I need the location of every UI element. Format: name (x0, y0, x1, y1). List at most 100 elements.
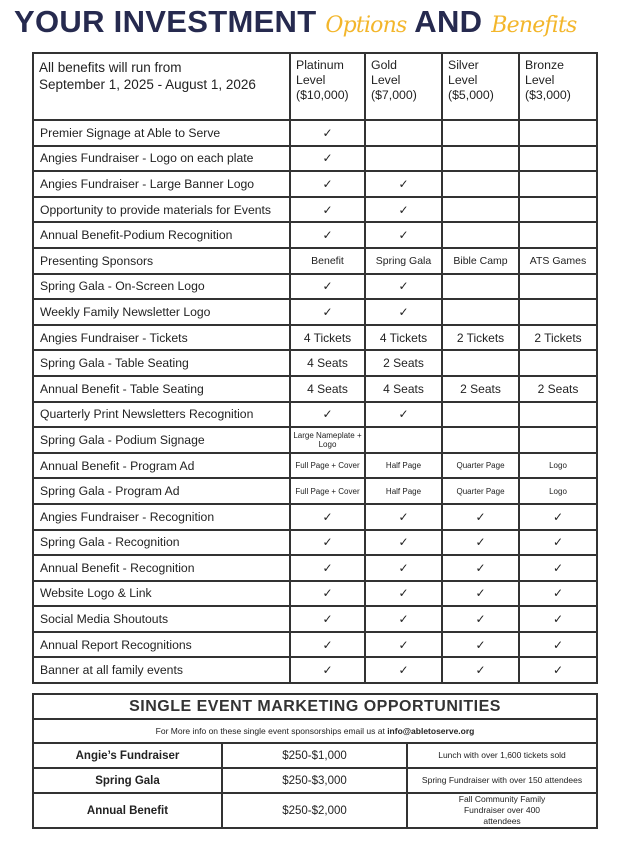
row-label: Spring Gala - Program Ad (32, 477, 291, 505)
check-icon: ✓ (289, 272, 366, 301)
row-label: Spring Gala - On-Screen Logo (32, 272, 291, 301)
benefit-cell (441, 272, 520, 301)
table-row: Spring Gala - Recognition ✓ ✓ ✓ ✓ (32, 528, 598, 557)
benefit-cell (441, 400, 520, 429)
table-row: Premier Signage at Able to Serve ✓ (32, 119, 598, 147)
level-name: Gold (371, 58, 397, 72)
benefit-cell (518, 272, 598, 301)
level-name: Silver (448, 58, 479, 72)
table-row: Annual Benefit - Recognition ✓ ✓ ✓ ✓ (32, 554, 598, 582)
level-price: ($7,000) (371, 88, 417, 102)
event-row: Angie’s Fundraiser $250-$1,000 Lunch with … (32, 742, 599, 769)
table-row: Angies Fundraiser - Tickets 4 Tickets 4 Ti… (32, 323, 598, 352)
events-title: SINGLE EVENT MARKETING OPPORTUNITIES (31, 693, 599, 720)
row-label: Spring Gala - Recognition (32, 528, 291, 557)
check-icon: ✓ (289, 144, 366, 173)
benefit-cell: 2 Seats (441, 374, 520, 403)
benefit-cell: 2 Seats (364, 349, 443, 377)
level-price: ($10,000) (296, 88, 349, 102)
page-title: YOUR INVESTMENT Options AND Benefits (14, 0, 619, 44)
check-icon: ✓ (289, 502, 366, 531)
benefit-cell (441, 170, 520, 198)
benefit-cell (518, 349, 598, 377)
benefit-cell: Spring Gala (364, 246, 443, 275)
check-icon: ✓ (441, 502, 520, 531)
check-icon: ✓ (364, 605, 443, 633)
check-icon: ✓ (289, 400, 366, 429)
benefit-cell: Logo (518, 451, 598, 480)
benefit-cell: 2 Seats (518, 374, 598, 403)
row-label: Annual Benefit - Program Ad (32, 451, 291, 480)
level-name: Platinum (296, 58, 344, 72)
row-label: Annual Benefit - Recognition (32, 554, 291, 582)
benefit-cell: Quarter Page (441, 477, 520, 505)
benefit-cell (518, 195, 598, 224)
benefit-cell (364, 119, 443, 147)
row-label: Weekly Family Newsletter Logo (32, 298, 291, 326)
table-row: Angies Fundraiser - Logo on each plate ✓ (32, 144, 598, 173)
check-icon: ✓ (364, 579, 443, 608)
benefit-cell (441, 144, 520, 173)
event-description: Lunch with over 1,600 tickets sold (405, 742, 599, 769)
table-row: Social Media Shoutouts ✓ ✓ ✓ ✓ (32, 605, 598, 633)
row-label: Annual Benefit - Table Seating (32, 374, 291, 403)
benefit-cell (518, 170, 598, 198)
benefit-cell: Full Page + Cover (289, 477, 366, 505)
level-name: Bronze (525, 58, 564, 72)
level-price: ($5,000) (448, 88, 494, 102)
benefit-cell: 4 Seats (289, 374, 366, 403)
check-icon: ✓ (518, 502, 598, 531)
row-label: Angies Fundraiser - Large Banner Logo (32, 170, 291, 198)
benefit-cell: 4 Tickets (289, 323, 366, 352)
check-icon: ✓ (364, 400, 443, 429)
benefit-cell (441, 119, 520, 147)
check-icon: ✓ (289, 554, 366, 582)
info-text: For More info on these single event spon… (155, 726, 388, 736)
level-gold: Gold Level ($7,000) (364, 52, 443, 121)
events-info: For More info on these single event spon… (31, 718, 599, 744)
benefit-cell: 2 Tickets (441, 323, 520, 352)
check-icon: ✓ (364, 502, 443, 531)
benefit-cell: 4 Tickets (364, 323, 443, 352)
level-price: ($3,000) (525, 88, 571, 102)
row-label: Angies Fundraiser - Logo on each plate (32, 144, 291, 173)
check-icon: ✓ (364, 195, 443, 224)
benefit-cell (364, 426, 443, 454)
check-icon: ✓ (364, 528, 443, 557)
row-label: Banner at all family events (32, 656, 291, 685)
check-icon: ✓ (441, 605, 520, 633)
benefit-cell (441, 221, 520, 249)
table-row: Annual Benefit - Program Ad Full Page + C… (32, 451, 598, 480)
benefit-cell (364, 144, 443, 173)
table-row: Angies Fundraiser - Recognition ✓ ✓ ✓ ✓ (32, 502, 598, 531)
header-row: All benefits will run from September 1, … (32, 52, 598, 121)
check-icon: ✓ (289, 119, 366, 147)
event-name: Spring Gala (32, 767, 223, 794)
table-row: Annual Report Recognitions ✓ ✓ ✓ ✓ (32, 630, 598, 659)
check-icon: ✓ (364, 298, 443, 326)
benefit-cell: Half Page (364, 477, 443, 505)
check-icon: ✓ (518, 528, 598, 557)
benefit-cell: Benefit (289, 246, 366, 275)
row-label: Annual Benefit-Podium Recognition (32, 221, 291, 249)
benefits-table: All benefits will run from September 1, … (32, 52, 598, 685)
title-script-benefits: Benefits (491, 13, 577, 38)
benefit-cell: ATS Games (518, 246, 598, 275)
event-name: Angie’s Fundraiser (32, 742, 223, 769)
single-event-table: SINGLE EVENT MARKETING OPPORTUNITIES For… (31, 693, 599, 829)
benefit-cell: 4 Seats (364, 374, 443, 403)
email-link[interactable]: info@abletoserve.org (387, 726, 475, 736)
check-icon: ✓ (289, 528, 366, 557)
benefit-cell: Large Nameplate + Logo (289, 426, 366, 454)
table-row: Opportunity to provide materials for Eve… (32, 195, 598, 224)
check-icon: ✓ (289, 605, 366, 633)
event-price: $250-$2,000 (221, 792, 408, 829)
table-row: Banner at all family events ✓ ✓ ✓ ✓ (32, 656, 598, 685)
row-label: Website Logo & Link (32, 579, 291, 608)
event-name: Annual Benefit (32, 792, 223, 829)
row-label: Angies Fundraiser - Recognition (32, 502, 291, 531)
row-label: Angies Fundraiser - Tickets (32, 323, 291, 352)
benefit-cell: Full Page + Cover (289, 451, 366, 480)
intro-line1: All benefits will run from (39, 60, 182, 75)
benefit-cell: Half Page (364, 451, 443, 480)
